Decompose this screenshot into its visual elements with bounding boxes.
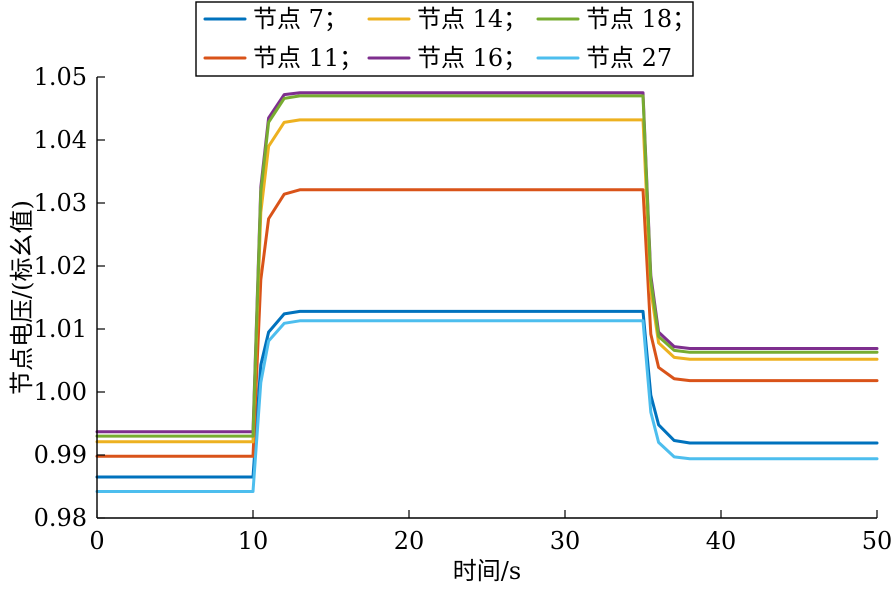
y-tick-label: 1.04	[34, 126, 87, 154]
series-line-1	[95, 309, 879, 479]
x-tick-label: 10	[238, 527, 269, 555]
legend-label-3: 节点 14；	[417, 5, 527, 33]
y-tick-label: 1.05	[34, 63, 87, 91]
series-line-2	[95, 188, 879, 458]
y-tick-label: 0.98	[34, 504, 87, 532]
x-tick-label: 20	[394, 527, 425, 555]
x-axis-title: 时间/s	[453, 557, 521, 585]
x-tick-label: 50	[862, 527, 893, 555]
x-tick-label: 30	[550, 527, 581, 555]
legend-label-6: 节点 27	[586, 44, 672, 72]
y-tick-label: 1.01	[34, 315, 87, 343]
legend-label-4: 节点 16；	[417, 44, 527, 72]
legend-box	[195, 1, 694, 77]
legend: 节点 7； 节点 14； 节点 18； 节点 11； 节点 16； 节点 27	[195, 1, 696, 77]
legend-label-1: 节点 7；	[253, 5, 348, 33]
axes-layer: 0 10 20 30 40 50 0.98 0.99 1.00 1.01 1.02 1.03 1.04 1…	[8, 63, 892, 585]
series-layer	[95, 91, 879, 494]
series-line-6	[95, 319, 879, 494]
y-tick-label: 0.99	[34, 441, 87, 469]
legend-label-5: 节点 18；	[586, 5, 696, 33]
legend-label-2: 节点 11；	[253, 44, 363, 72]
x-tick-label: 0	[89, 527, 104, 555]
y-tick-label: 1.03	[34, 189, 87, 217]
series-line-3	[95, 118, 879, 444]
x-tick-label: 40	[706, 527, 737, 555]
y-tick-label: 1.02	[34, 252, 87, 280]
series-line-5	[95, 94, 879, 438]
y-axis-title: 节点电压/(标幺值)	[8, 200, 36, 395]
y-tick-label: 1.00	[34, 378, 87, 406]
